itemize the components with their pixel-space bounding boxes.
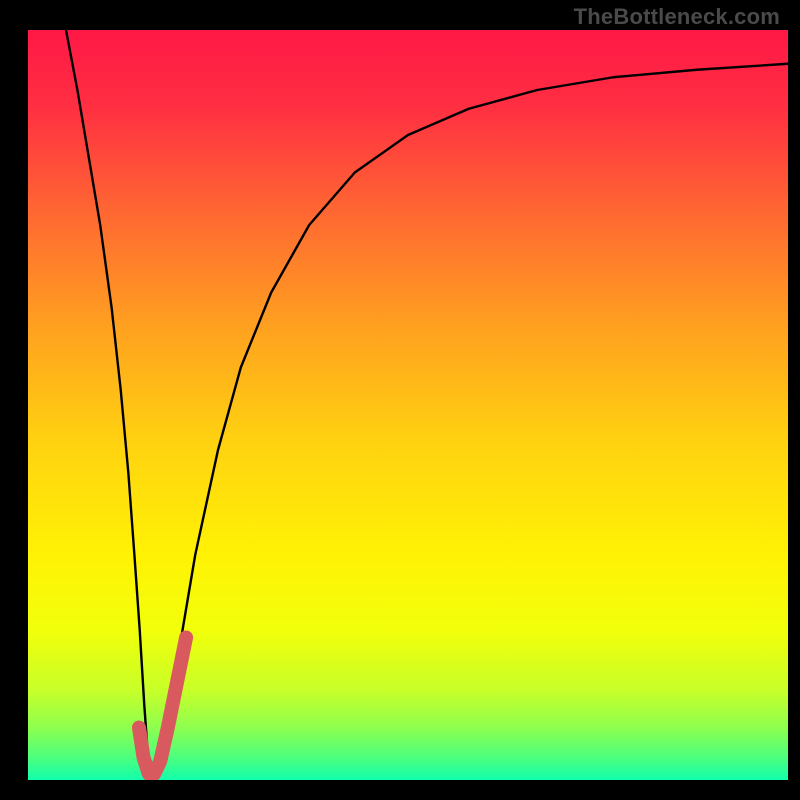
curve-overlay [28,30,788,780]
chart-frame: TheBottleneck.com [0,0,800,800]
plot-area [28,30,788,780]
watermark-text: TheBottleneck.com [574,4,780,30]
bottleneck-curve-accent [139,638,186,775]
